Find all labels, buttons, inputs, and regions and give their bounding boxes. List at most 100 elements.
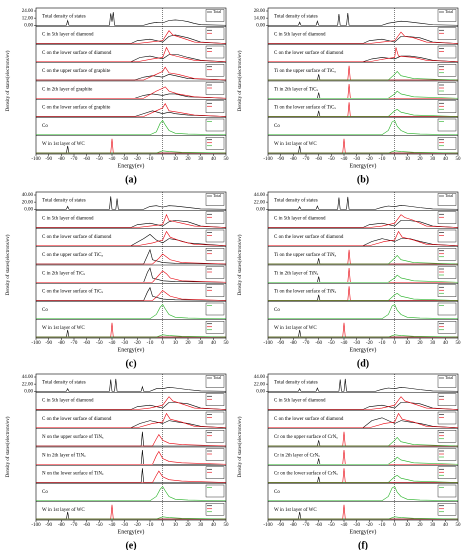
y-tick-label: 12.00 <box>22 16 34 21</box>
dos-curve <box>268 254 459 265</box>
subplot-label: C on the lower surface of diamond <box>274 235 344 240</box>
x-tick-label: -60 <box>315 341 322 346</box>
subplot-label: C in 2th layer of graphite <box>42 87 93 92</box>
x-tick-label: -70 <box>71 157 78 162</box>
legend-box <box>437 284 457 297</box>
dos-curve <box>36 66 227 81</box>
x-tick-label: -30 <box>121 341 128 346</box>
x-tick-label: -90 <box>45 341 52 346</box>
subplot-label: N on the upper surface of TiNₓ <box>42 435 104 440</box>
dos-curve <box>268 36 459 44</box>
legend-box <box>205 302 225 316</box>
panel: Density of states(electrons/ev)-100 -90 -8… <box>238 373 461 551</box>
panel-label: (b) <box>357 174 369 185</box>
x-tick-label: 30 <box>430 341 436 346</box>
y-tick-label: 24.00 <box>22 9 34 14</box>
legend-box <box>205 45 225 59</box>
x-tick-label: 0 <box>393 157 396 162</box>
x-axis-label: Energy(ev) <box>118 346 145 353</box>
x-tick-label: -50 <box>328 523 335 528</box>
subplot-label: C on the lower surface of graphite <box>42 106 111 111</box>
legend-box <box>205 503 225 516</box>
legend-box <box>205 137 225 150</box>
legend-box <box>205 430 225 443</box>
x-tick-label: 20 <box>186 157 192 162</box>
dos-curve <box>268 304 459 320</box>
panel-label: (d) <box>357 358 369 369</box>
legend-box <box>205 393 225 406</box>
x-tick-label: 0 <box>393 523 396 528</box>
x-tick-label: -40 <box>109 523 116 528</box>
legend-label: Total <box>213 9 222 14</box>
x-tick-label: -30 <box>121 523 128 528</box>
x-tick-label: -70 <box>303 341 310 346</box>
legend-label: Total <box>445 375 454 380</box>
x-axis-label: Energy(ev) <box>118 162 145 169</box>
x-tick-label: -90 <box>277 523 284 528</box>
dos-curve <box>36 420 227 429</box>
legend-box <box>437 375 457 388</box>
legend-box <box>205 229 225 243</box>
dos-curve <box>268 120 459 136</box>
dos-curve <box>268 150 459 154</box>
legend-label: Total <box>445 193 454 198</box>
x-tick-label: 40 <box>211 523 217 528</box>
x-tick-label: -30 <box>353 341 360 346</box>
y-tick-label: 14.00 <box>254 16 266 21</box>
x-tick-label: -20 <box>134 523 141 528</box>
x-tick-label: -70 <box>71 523 78 528</box>
x-tick-label: 30 <box>198 157 204 162</box>
legend-box <box>437 448 457 461</box>
dos-curve <box>36 34 227 44</box>
dos-curve <box>268 70 459 81</box>
dos-curve <box>268 516 459 520</box>
legend-box <box>205 448 225 461</box>
x-tick-label: 0 <box>161 157 164 162</box>
legend-box <box>205 375 225 388</box>
x-tick-label: -10 <box>147 341 154 346</box>
x-tick-label: -50 <box>96 523 103 528</box>
subplot-label: C on the lower surface of diamond <box>42 51 112 56</box>
y-tick-label: 40.00 <box>22 193 34 198</box>
subplot-label: W in 1st layer of WC <box>274 326 317 331</box>
x-tick-label: 10 <box>405 523 411 528</box>
x-tick-label: -70 <box>303 523 310 528</box>
x-tick-label: -30 <box>353 523 360 528</box>
legend-box <box>205 193 225 206</box>
x-tick-label: 40 <box>211 157 217 162</box>
x-tick-label: -60 <box>315 157 322 162</box>
x-tick-label: 10 <box>173 523 179 528</box>
panel: Density of states(electrons/ev)-100 -90 -8… <box>238 7 461 185</box>
legend-box <box>437 321 457 334</box>
legend-box <box>437 302 457 316</box>
x-tick-label: -80 <box>290 341 297 346</box>
legend-box <box>205 64 225 77</box>
panel: Density of states(electrons/ev)-100 -90 -8… <box>6 373 229 551</box>
dos-curve <box>268 402 459 410</box>
subplot-label: C on the upper surface of graphite <box>42 69 111 74</box>
legend-box <box>437 484 457 498</box>
x-tick-label: -60 <box>83 341 90 346</box>
y-tick-label: 22.00 <box>254 200 266 205</box>
subplot-label: Total density of states <box>42 198 86 203</box>
dos-curve <box>268 196 459 210</box>
dos-curve <box>268 90 459 99</box>
panel-label: (c) <box>125 358 136 369</box>
subplot-label: C in 5th layer of diamond <box>274 33 326 38</box>
x-tick-label: -10 <box>379 341 386 346</box>
x-tick-label: 30 <box>198 523 204 528</box>
x-tick-label: 30 <box>430 523 436 528</box>
y-tick-label: 28.00 <box>254 9 266 14</box>
subplot-label: Total density of states <box>274 380 318 385</box>
dos-curve <box>268 55 459 63</box>
dos-curve <box>36 253 227 265</box>
x-tick-label: -80 <box>58 341 65 346</box>
legend-box <box>205 82 225 95</box>
subplot-label: Total density of states <box>274 198 318 203</box>
panel-label: (a) <box>125 174 137 185</box>
legend-box <box>437 503 457 516</box>
x-tick-label: 10 <box>173 157 179 162</box>
y-axis-label: Density of states(electrons/ev) <box>238 234 243 295</box>
legend-box <box>205 284 225 297</box>
x-tick-label: -90 <box>277 157 284 162</box>
